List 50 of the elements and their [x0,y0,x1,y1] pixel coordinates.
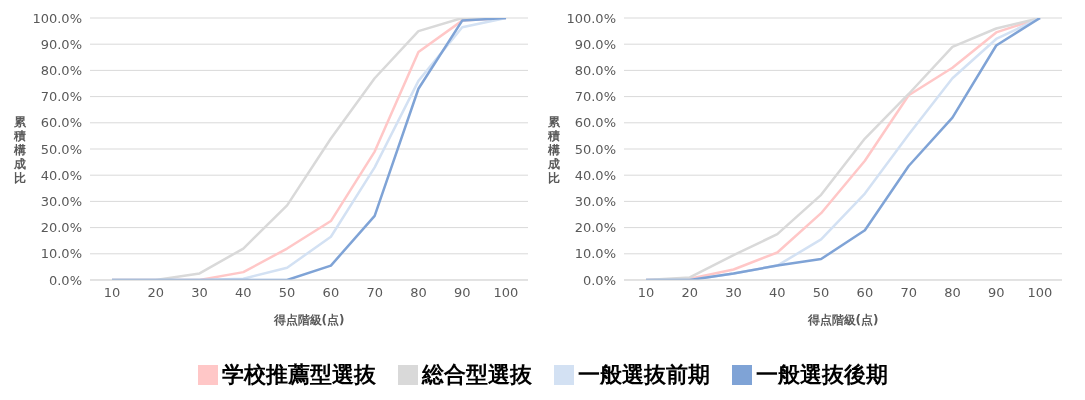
x-tick-label: 10 [637,285,655,301]
x-tick-label: 70 [900,285,917,301]
y-tick-label: 60.0% [40,115,82,131]
y-tick-label: 50.0% [574,141,616,157]
y-tick-label: 90.0% [40,36,82,52]
x-tick-label: 60 [856,285,874,301]
y-tick-label: 100.0% [566,10,616,26]
x-tick-label: 90 [453,285,471,301]
x-axis-title: 得点階級(点) [272,313,345,327]
x-tick-label: 50 [812,285,830,301]
x-tick-label: 70 [366,285,383,301]
y-tick-label: 10.0% [40,246,82,262]
y-tick-label: 50.0% [40,141,82,157]
y-tick-label: 10.0% [574,246,616,262]
x-tick-label: 40 [769,285,786,301]
legend-label: 学校推薦型選抜 [221,361,376,389]
x-tick-label: 30 [725,285,742,301]
y-tick-label: 70.0% [40,89,82,105]
y-tick-label: 70.0% [574,89,616,105]
x-tick-label: 60 [322,285,340,301]
y-tick-label: 0.0% [48,272,82,288]
x-tick-label: 10 [103,285,121,301]
y-tick-label: 20.0% [574,220,616,236]
legend-label: 総合型選抜 [421,361,532,389]
x-tick-label: 80 [944,285,961,301]
x-tick-label: 40 [235,285,252,301]
x-tick-label: 100 [1027,285,1053,301]
y-tick-label: 40.0% [574,167,616,183]
y-tick-label: 20.0% [40,220,82,236]
y-tick-label: 80.0% [40,63,82,79]
x-tick-label: 80 [410,285,427,301]
x-tick-label: 20 [681,285,699,301]
y-axis-title: 累積構成比 [13,115,27,185]
y-tick-label: 80.0% [574,63,616,79]
x-tick-label: 100 [493,285,519,301]
x-tick-label: 30 [191,285,208,301]
y-tick-label: 30.0% [574,194,616,210]
y-tick-label: 30.0% [40,194,82,210]
legend-label: 一般選抜後期 [755,361,888,389]
y-tick-label: 100.0% [32,10,82,26]
y-tick-label: 40.0% [40,167,82,183]
x-tick-label: 20 [147,285,165,301]
x-tick-label: 90 [987,285,1005,301]
legend-label: 一般選抜前期 [577,361,710,389]
x-axis-title: 得点階級(点) [806,313,879,327]
y-tick-label: 60.0% [574,115,616,131]
y-tick-label: 0.0% [582,272,616,288]
y-axis-title: 累積構成比 [547,115,561,185]
x-tick-label: 50 [278,285,296,301]
y-tick-label: 90.0% [574,36,616,52]
